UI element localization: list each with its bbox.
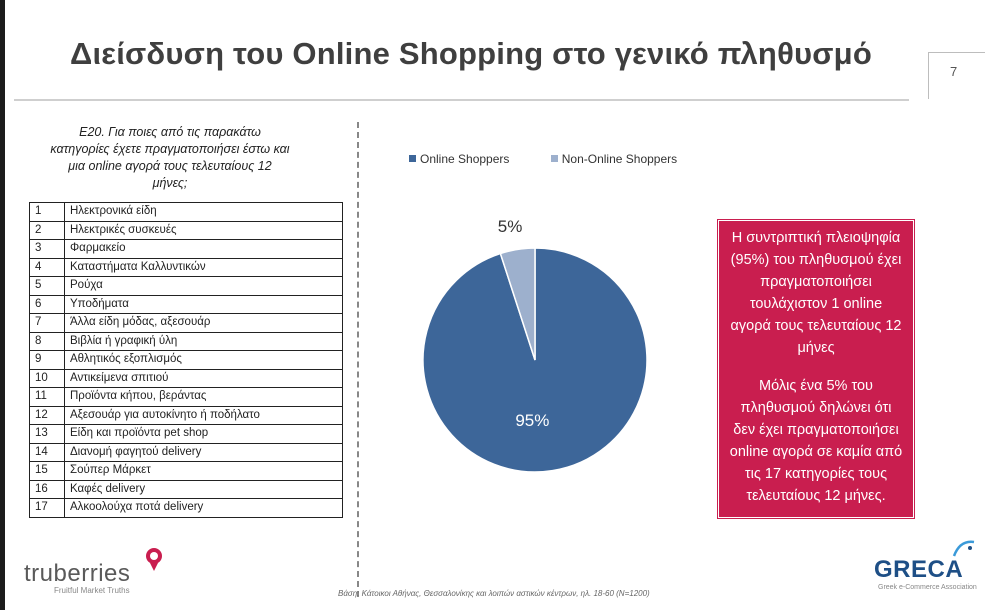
category-label: Ρούχα: [64, 276, 343, 296]
survey-question: Ε20. Για ποιες από τις παρακάτω κατηγορί…: [50, 125, 290, 190]
category-number: 9: [29, 350, 65, 370]
table-row: 10 Αντικείμενα σπιτιού: [29, 368, 343, 388]
berry-icon: [146, 548, 162, 571]
category-label: Ηλεκτρονικά είδη: [64, 202, 343, 222]
category-number: 3: [29, 239, 65, 259]
greca-logo-word: GRECA: [874, 556, 964, 583]
table-row: 14 Διανομή φαγητού delivery: [29, 442, 343, 462]
pie-label-non-online-shoppers: 5%: [498, 217, 523, 236]
category-label: Υποδήματα: [64, 294, 343, 314]
slide-left-edge: [0, 0, 5, 610]
table-row: 8 Βιβλία ή γραφική ύλη: [29, 331, 343, 351]
category-label: Ηλεκτρικές συσκευές: [64, 220, 343, 240]
legend-item-non-online: Non-Online Shoppers: [550, 151, 678, 166]
callout-paragraph-2: Μόλις ένα 5% του πληθυσμού δηλώνει ότι δ…: [729, 378, 903, 504]
table-row: 17 Αλκοολούχα ποτά delivery: [29, 498, 343, 518]
table-row: 3 Φαρμακείο: [29, 239, 343, 259]
category-label: Προϊόντα κήπου, βεράντας: [64, 387, 343, 407]
table-row: 9 Αθλητικός εξοπλισμός: [29, 350, 343, 370]
slide-title: Διείσδυση του Online Shopping στο γενικό…: [70, 36, 872, 71]
truberries-logo-word: truberries: [24, 560, 131, 587]
table-row: 16 Καφές delivery: [29, 479, 343, 499]
category-label: Αξεσουάρ για αυτοκίνητο ή ποδήλατο: [64, 405, 343, 425]
category-number: 7: [29, 313, 65, 333]
pie-chart: 95% 5%: [422, 217, 648, 473]
category-number: 2: [29, 220, 65, 240]
pie-slice-non-online-shoppers: [499, 247, 536, 361]
page-number-frame: [928, 52, 985, 99]
callout-paragraph-1: Η συντριπτική πλειοψηφία (95%) του πληθυ…: [730, 230, 902, 356]
category-number: 10: [29, 368, 65, 388]
category-number: 12: [29, 405, 65, 425]
category-number: 17: [29, 498, 65, 518]
category-label: Άλλα είδη μόδας, αξεσουάρ: [64, 313, 343, 333]
category-number: 15: [29, 461, 65, 481]
category-number: 1: [29, 202, 65, 222]
highlight-callout: Η συντριπτική πλειοψηφία (95%) του πληθυ…: [719, 221, 913, 517]
truberries-logo: truberries Fruitful Market Truths: [24, 560, 130, 595]
table-row: 6 Υποδήματα: [29, 294, 343, 314]
category-number: 11: [29, 387, 65, 407]
table-row: 12 Αξεσουάρ για αυτοκίνητο ή ποδήλατο: [29, 405, 343, 425]
page-number: 7: [950, 64, 958, 79]
category-label: Φαρμακείο: [64, 239, 343, 259]
category-label: Είδη και προϊόντα pet shop: [64, 424, 343, 444]
table-row: 11 Προϊόντα κήπου, βεράντας: [29, 387, 343, 407]
legend-swatch-online: [409, 155, 416, 162]
legend-label-online: Online Shoppers: [420, 151, 510, 166]
category-label: Αντικείμενα σπιτιού: [64, 368, 343, 388]
category-number: 8: [29, 331, 65, 351]
title-divider: [14, 99, 909, 101]
pie-label-online-shoppers: 95%: [515, 411, 549, 430]
category-number: 4: [29, 257, 65, 277]
swoosh-icon: [952, 540, 975, 557]
table-row: 2 Ηλεκτρικές συσκευές: [29, 220, 343, 240]
category-label: Αθλητικός εξοπλισμός: [64, 350, 343, 370]
category-label: Καταστήματα Καλλυντικών: [64, 257, 343, 277]
table-row: 13 Είδη και προϊόντα pet shop: [29, 424, 343, 444]
category-number: 16: [29, 479, 65, 499]
base-footnote: Βάση: Κάτοικοι Αθήνας, Θεσσαλονίκης και …: [338, 589, 650, 598]
category-label: Καφές delivery: [64, 479, 343, 499]
category-number: 14: [29, 442, 65, 462]
legend-label-non-online: Non-Online Shoppers: [561, 151, 678, 166]
table-row: 4 Καταστήματα Καλλυντικών: [29, 257, 343, 277]
category-number: 5: [29, 276, 65, 296]
table-row: 5 Ρούχα: [29, 276, 343, 296]
greca-logo-tagline: Greek e-Commerce Association: [878, 584, 977, 591]
legend-swatch-non-online: [550, 155, 558, 162]
category-label: Αλκοολούχα ποτά delivery: [64, 498, 343, 518]
truberries-logo-tagline: Fruitful Market Truths: [54, 586, 130, 595]
category-label: Σούπερ Μάρκετ: [64, 461, 343, 481]
greca-logo: GRECA Greek e-Commerce Association: [874, 556, 977, 591]
table-row: 15 Σούπερ Μάρκετ: [29, 461, 343, 481]
category-number: 13: [29, 424, 65, 444]
category-label: Βιβλία ή γραφική ύλη: [64, 331, 343, 351]
chart-legend: Online Shoppers Non-Online Shoppers: [409, 151, 715, 166]
category-number: 6: [29, 294, 65, 314]
categories-table: 1 Ηλεκτρονικά είδη 2 Ηλεκτρικές συσκευές 3 Φα…: [29, 202, 343, 518]
section-divider: [357, 122, 359, 597]
table-row: 7 Άλλα είδη μόδας, αξεσουάρ: [29, 313, 343, 333]
table-row: 1 Ηλεκτρονικά είδη: [29, 202, 343, 222]
category-label: Διανομή φαγητού delivery: [64, 442, 343, 462]
legend-item-online: Online Shoppers: [409, 152, 509, 166]
